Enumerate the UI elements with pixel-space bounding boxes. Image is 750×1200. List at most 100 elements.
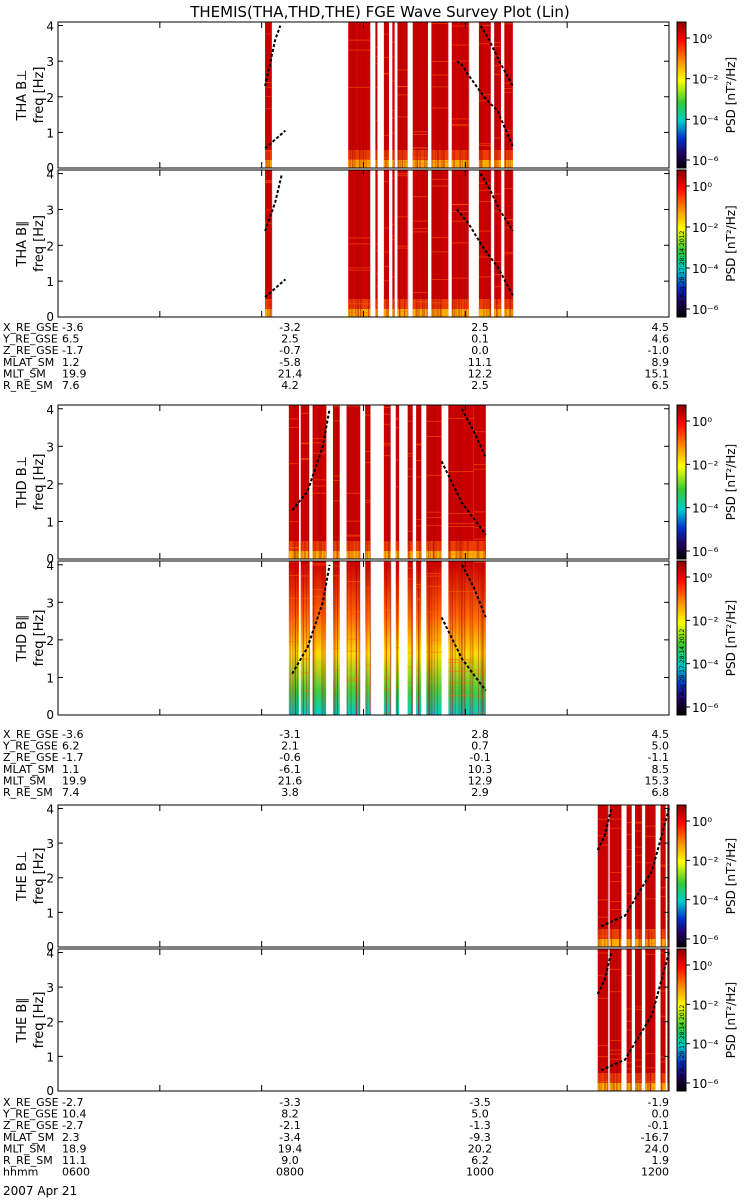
y-tick-label: 3: [46, 981, 54, 995]
timestamp-stamp: Wed Aug 29 17:28:14 2012: [679, 1005, 686, 1087]
spectrogram-streak: [667, 805, 669, 947]
panel-probe-label: THD B⊥: [15, 456, 30, 509]
spectrogram-low-freq: [383, 150, 389, 168]
spectrogram-streak: [370, 561, 372, 715]
spectrogram-streak: [448, 512, 474, 514]
colorbar-tick-label: 10⁻⁴: [692, 1038, 719, 1052]
spectrogram-streak: [383, 56, 389, 58]
spectrogram-streak: [392, 110, 395, 112]
spectrogram-streak: [426, 651, 442, 653]
spectrogram-streak: [650, 949, 652, 1091]
ephemeris-value: -1.7: [62, 751, 83, 764]
spectrogram-streak: [375, 250, 378, 252]
spectrogram-low-freq: [375, 299, 378, 317]
spectrogram-streak: [473, 561, 486, 563]
spectrogram-streak: [390, 561, 392, 715]
spectrogram-streak: [395, 686, 400, 688]
spectrogram-streak: [448, 522, 474, 524]
spectrogram-streak: [436, 170, 438, 317]
spectrogram-streak: [271, 170, 273, 317]
spectrogram-streak: [288, 463, 300, 465]
spectrogram-low-freq: [448, 551, 474, 559]
spectrogram-streak: [415, 170, 417, 317]
spectrogram-streak: [451, 25, 469, 27]
spectrogram-streak: [452, 170, 454, 317]
spectrogram-streak: [667, 1036, 670, 1038]
spectrogram-streak: [645, 1081, 656, 1083]
ephemeris-value: -3.2: [279, 321, 300, 334]
spectrogram-streak: [478, 43, 491, 45]
spectrogram-low-freq: [397, 299, 408, 317]
spectrogram-streak: [399, 170, 401, 317]
spectrogram-streak: [300, 672, 310, 674]
spectrogram-streak: [308, 405, 310, 559]
spectrogram-streak: [609, 1049, 622, 1051]
spectrogram-streak: [375, 273, 378, 275]
spectrogram-streak: [395, 606, 400, 608]
spectrogram-low-freq: [395, 551, 400, 559]
spectrogram-streak: [431, 561, 433, 715]
spectrogram-block: [300, 405, 310, 559]
ephemeris-value: 2.9: [471, 786, 489, 799]
spectrogram-streak: [383, 444, 391, 446]
spectrogram-low-freq: [473, 551, 486, 559]
spectrogram-streak: [452, 170, 454, 317]
spectrogram-streak: [461, 561, 463, 715]
spectrogram-streak: [392, 132, 395, 134]
spectrogram-low-freq: [597, 929, 608, 947]
spectrogram-streak: [397, 86, 408, 88]
ephemeris-value: 5.0: [652, 740, 670, 753]
spectrogram-streak: [426, 525, 442, 527]
spectrogram-streak: [458, 170, 460, 317]
spectrogram-streak: [351, 22, 353, 168]
spectrogram-streak: [360, 22, 362, 168]
panel-probe-label: THE B∥: [15, 997, 30, 1043]
spectrogram-low-freq: [300, 541, 310, 559]
spectrogram-block: [395, 405, 400, 559]
spectrogram-streak: [667, 903, 670, 905]
spectrogram-streak: [455, 170, 457, 317]
spectrogram-streak: [504, 87, 513, 89]
y-tick-label: 0: [46, 940, 54, 954]
spectrogram-streak: [640, 805, 642, 947]
spectrogram-streak: [635, 846, 642, 848]
spectrogram-streak: [395, 459, 400, 461]
spectrogram-streak: [395, 417, 400, 419]
spectrogram-streak: [500, 170, 502, 317]
spectrogram-streak: [348, 237, 371, 239]
spectrogram-streak: [635, 949, 637, 1091]
spectrogram-streak: [397, 405, 399, 559]
ephemeris-label: MLAT_SM: [3, 1131, 54, 1144]
spectrogram-streak: [597, 935, 608, 937]
spectrogram-streak: [451, 203, 469, 205]
spectrogram-streak: [348, 243, 371, 245]
spectrogram-streak: [484, 561, 486, 715]
spectrogram-streak: [448, 471, 474, 473]
spectrogram-block: [300, 561, 310, 715]
ephemeris-value: -9.3: [469, 1131, 490, 1144]
spectrogram-streak: [412, 147, 428, 149]
spectrogram-streak: [660, 805, 662, 947]
spectrogram-streak: [660, 865, 666, 867]
spectrogram-streak: [312, 563, 327, 565]
spectrogram-streak: [294, 405, 296, 559]
spectrogram-streak: [418, 561, 420, 715]
cyclotron-curve: [596, 808, 613, 851]
spectrogram-low-freq: [375, 309, 378, 317]
spectrogram-streak: [611, 949, 613, 1091]
spectrogram-streak: [597, 844, 608, 846]
colorbar-tick-label: 10⁻⁶: [692, 933, 719, 947]
ephemeris-value: -3.3: [279, 1096, 300, 1109]
spectrogram-streak: [432, 170, 434, 317]
spectrogram-streak: [265, 108, 272, 110]
spectrogram-streak: [267, 170, 269, 317]
spectrogram-streak: [397, 247, 408, 249]
spectrogram-streak: [395, 418, 400, 420]
panel-probe-label: THD B∥: [15, 614, 30, 662]
spectrogram-streak: [288, 521, 300, 523]
spectrogram-streak: [407, 170, 409, 317]
spectrogram-block: [667, 805, 670, 947]
spectrogram-streak: [348, 405, 350, 559]
panel-tha-bpar: 0 1 2 3 4 THA B∥ freq [Hz] 10⁰ 10⁻² 10⁻⁴ 10⁻⁶ PSD […: [15, 168, 738, 324]
spectrogram-streak: [392, 41, 395, 43]
